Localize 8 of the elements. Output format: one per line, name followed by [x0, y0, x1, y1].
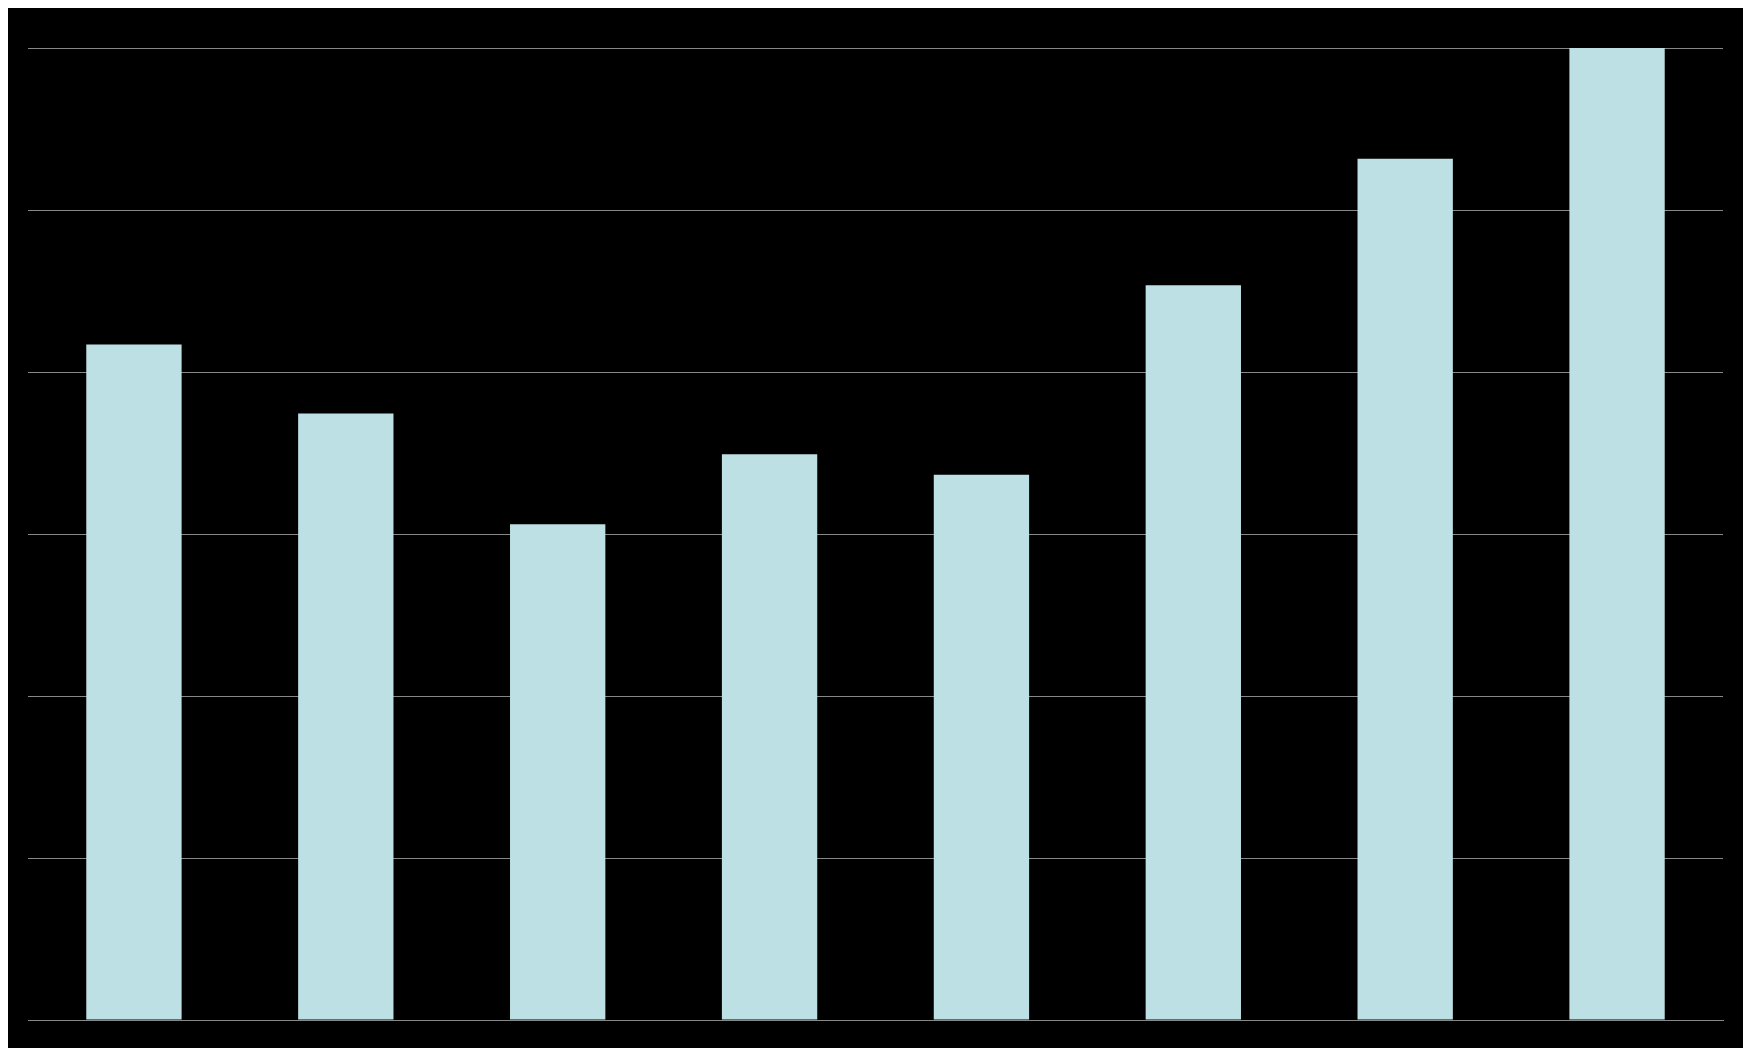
bar — [86, 344, 182, 1020]
bar — [1357, 158, 1453, 1020]
bar — [933, 474, 1030, 1020]
bar — [721, 454, 818, 1020]
bar — [1145, 285, 1241, 1020]
bar — [510, 524, 606, 1020]
bar — [1569, 48, 1665, 1020]
bar — [298, 413, 394, 1020]
